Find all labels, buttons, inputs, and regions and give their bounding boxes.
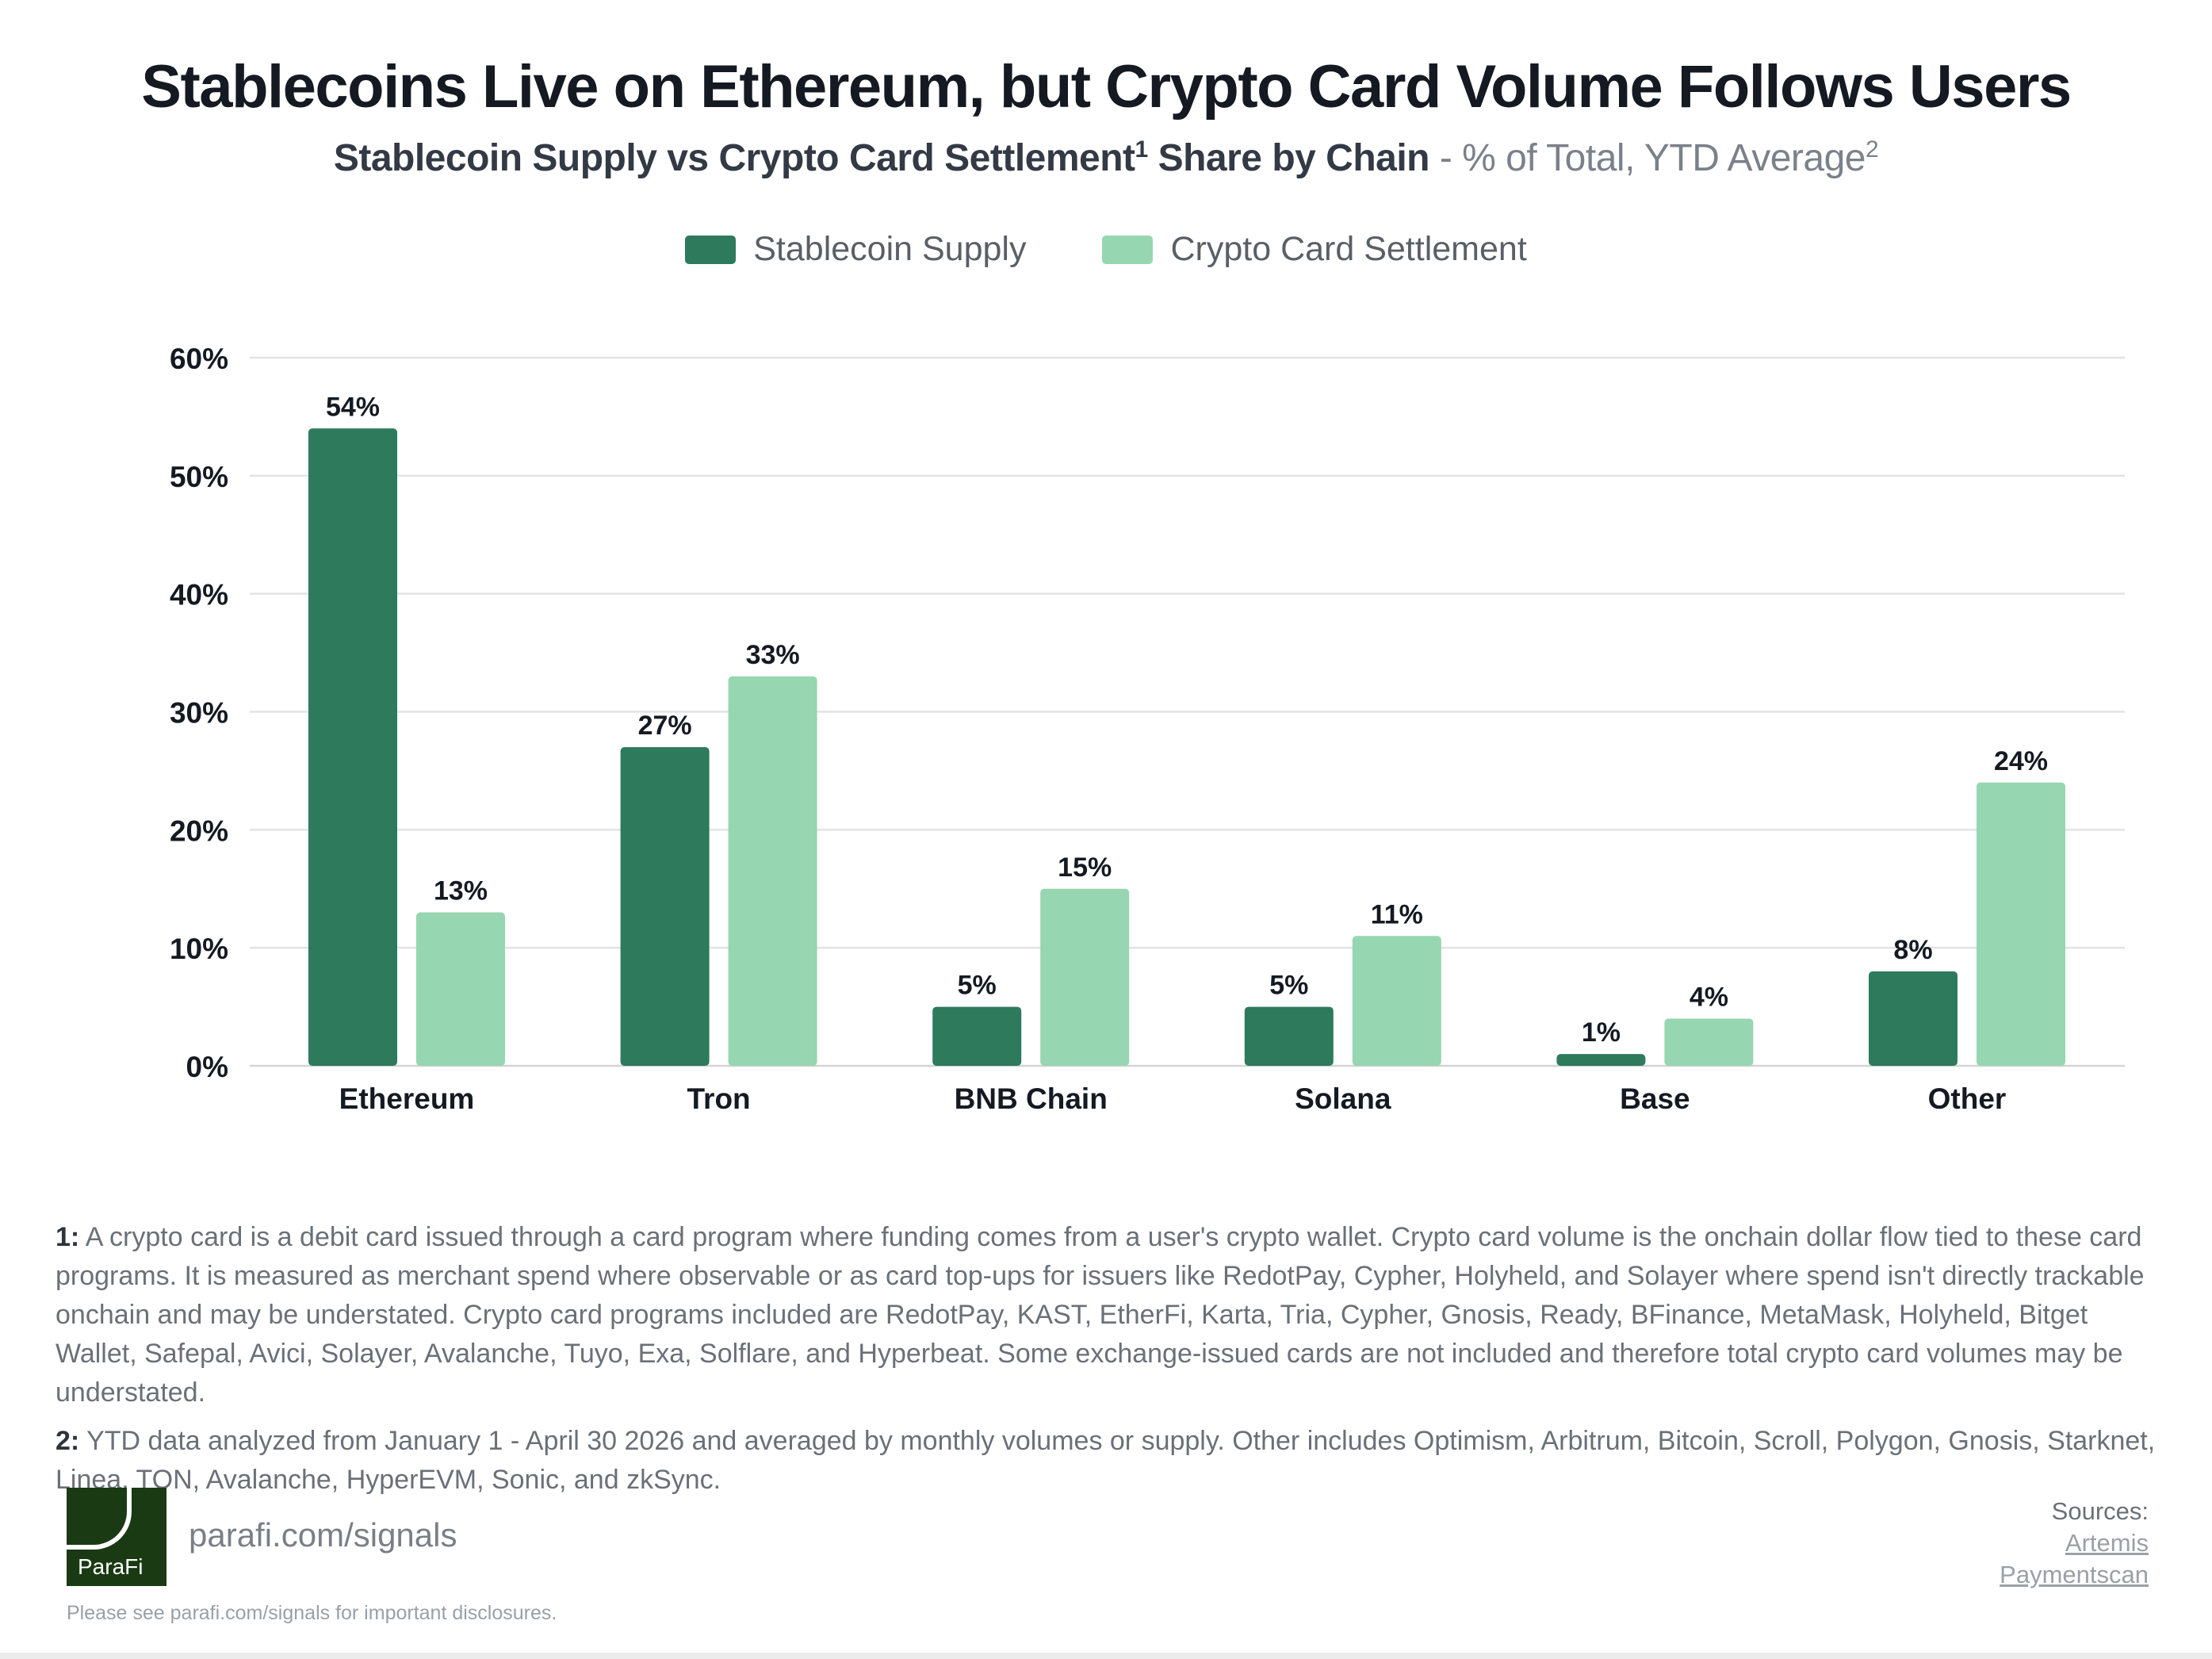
logo-text: ParaFi (78, 1554, 144, 1579)
legend-swatch-stablecoin (685, 235, 737, 264)
y-tick-label: 40% (170, 579, 228, 611)
subtitle-footnote-2: 2 (1865, 136, 1879, 163)
data-label: 15% (1058, 852, 1112, 883)
bar-stablecoin (620, 747, 710, 1066)
parafi-logo: ParaFi (67, 1488, 166, 1586)
source-link-paymentscan[interactable]: Paymentscan (2000, 1561, 2149, 1588)
data-label: 27% (638, 711, 692, 741)
bottom-divider (0, 1653, 2212, 1659)
chart-legend: Stablecoin Supply Crypto Card Settlement (0, 230, 2212, 269)
subtitle-footnote-1: 1 (1135, 136, 1149, 163)
footnote-2-label: 2: (55, 1426, 80, 1456)
data-label: 5% (1269, 971, 1308, 1001)
x-tick-label: Tron (687, 1082, 751, 1115)
data-label: 13% (434, 876, 488, 906)
data-label: 24% (1994, 746, 2048, 776)
footnote-1: 1: A crypto card is a debit card issued … (55, 1218, 2164, 1412)
bar-stablecoin (1556, 1054, 1646, 1066)
disclaimer: Please see parafi.com/signals for import… (67, 1602, 557, 1624)
footnote-2-text: YTD data analyzed from January 1 - April… (55, 1426, 2156, 1495)
x-tick-label: BNB Chain (955, 1082, 1108, 1115)
legend-label-stablecoin: Stablecoin Supply (753, 230, 1027, 268)
legend-item-card: Crypto Card Settlement (1102, 230, 1527, 269)
bar-card (1352, 936, 1441, 1066)
y-tick-label: 60% (170, 343, 228, 375)
legend-item-stablecoin: Stablecoin Supply (685, 230, 1026, 269)
subtitle-by-chain: Share by Chain (1147, 137, 1430, 179)
bar-card (1977, 782, 2065, 1066)
bar-stablecoin (1244, 1006, 1334, 1066)
signals-link[interactable]: parafi.com/signals (189, 1516, 457, 1554)
data-label: 54% (326, 392, 380, 422)
chart-subtitle: Stablecoin Supply vs Crypto Card Settlem… (0, 136, 2212, 180)
sources: Sources: Artemis Paymentscan (2000, 1496, 2149, 1591)
data-label: 33% (746, 640, 800, 670)
y-tick-label: 30% (170, 697, 228, 730)
data-label: 11% (1371, 899, 1423, 929)
y-tick-label: 50% (170, 461, 228, 493)
legend-label-card: Crypto Card Settlement (1170, 230, 1527, 268)
footnote-1-text: A crypto card is a debit card issued thr… (55, 1222, 2145, 1408)
footnote-1-label: 1: (55, 1222, 80, 1252)
footnotes: 1: A crypto card is a debit card issued … (55, 1218, 2164, 1509)
sources-label: Sources: (2051, 1497, 2149, 1525)
subtitle-main: Stablecoin Supply vs Crypto Card Settlem… (333, 137, 1135, 179)
bar-card (1040, 888, 1130, 1066)
footnote-2: 2: YTD data analyzed from January 1 - Ap… (55, 1422, 2164, 1500)
source-link-artemis[interactable]: Artemis (2065, 1529, 2149, 1557)
chart-title: Stablecoins Live on Ethereum, but Crypto… (141, 53, 2072, 121)
x-tick-label: Solana (1295, 1082, 1391, 1115)
x-tick-label: Base (1620, 1082, 1690, 1115)
bar-card (728, 676, 817, 1066)
data-label: 1% (1582, 1017, 1621, 1048)
y-tick-label: 0% (186, 1051, 228, 1083)
bar-stablecoin (308, 428, 397, 1066)
legend-swatch-card (1102, 235, 1154, 264)
y-tick-label: 10% (170, 933, 228, 965)
x-tick-label: Other (1928, 1082, 2007, 1115)
subtitle-units: - % of Total, YTD Average (1429, 137, 1866, 179)
bar-stablecoin (1869, 971, 1958, 1066)
bar-stablecoin (932, 1006, 1022, 1066)
data-label: 8% (1893, 935, 1932, 965)
x-tick-label: Ethereum (339, 1082, 475, 1115)
y-tick-label: 20% (170, 814, 228, 847)
bar-chart: 0% 10% 20% 30% 40% 50% 60% 54% 13% Ethereum 27% 33%… (170, 343, 2125, 1115)
bar-card (416, 912, 505, 1066)
data-label: 5% (958, 971, 997, 1001)
data-label: 4% (1690, 982, 1728, 1012)
bar-card (1664, 1018, 1754, 1066)
